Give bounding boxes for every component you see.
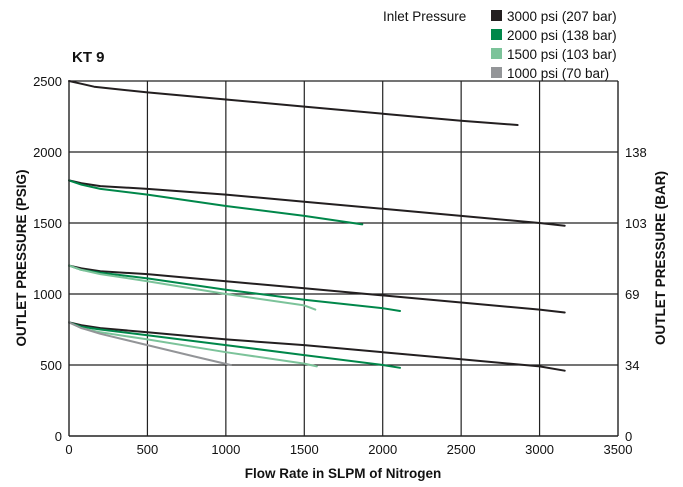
series-line-2-3 [68,321,401,369]
series-line-4-1 [68,321,232,366]
x-tick-label: 1500 [290,442,319,457]
x-tick-label: 3500 [604,442,633,457]
series-line-1-2 [68,179,566,227]
y2-axis-label: OUTLET PRESSURE (BAR) [653,171,668,345]
axes [68,81,619,437]
x-tick-label: 2500 [447,442,476,457]
series-line-1-1 [68,80,519,126]
y-axis-label: OUTLET PRESSURE (PSIG) [14,169,29,346]
x-tick-label: 1000 [211,442,240,457]
series-line-1-4 [68,321,566,372]
y2-tick-label: 0 [625,429,632,444]
x-tick-label: 500 [137,442,159,457]
series-line-1-3 [68,264,566,314]
y2-tick-labels: 0 34 69 103 138 [625,145,647,444]
y2-tick-label: 103 [625,216,647,231]
y-tick-label: 1000 [33,287,62,302]
y-tick-label: 500 [40,358,62,373]
legend-swatch [491,29,502,40]
grid [69,80,618,436]
legend-swatch [491,48,502,59]
x-tick-label: 0 [65,442,72,457]
series-line-3-1 [68,264,317,311]
series-line-2-1 [68,179,364,226]
legend-item-label: 2000 psi (138 bar) [507,28,617,43]
x-tick-label: 3000 [525,442,554,457]
legend-item-label: 1500 psi (103 bar) [507,47,617,62]
curves [68,80,566,372]
x-tick-label: 2000 [368,442,397,457]
chart-title: KT 9 [72,49,105,66]
legend-item-label: 1000 psi (70 bar) [507,66,609,81]
legend: 3000 psi (207 bar) 2000 psi (138 bar) 1500… [491,9,617,81]
y-tick-label: 2000 [33,145,62,160]
y2-tick-label: 69 [625,287,639,302]
legend-swatch [491,67,502,78]
y2-tick-label: 138 [625,145,647,160]
legend-swatch [491,10,502,21]
y2-tick-label: 34 [625,358,639,373]
x-axis-label: Flow Rate in SLPM of Nitrogen [245,466,442,481]
y-tick-label: 2500 [33,74,62,89]
y-tick-label: 1500 [33,216,62,231]
legend-title: Inlet Pressure [383,9,466,24]
legend-item-label: 3000 psi (207 bar) [507,9,617,24]
y-tick-labels: 0 500 1000 1500 2000 2500 [33,74,62,444]
y-tick-label: 0 [55,429,62,444]
x-tick-labels: 0 500 1000 1500 2000 2500 3000 3500 [65,442,632,457]
